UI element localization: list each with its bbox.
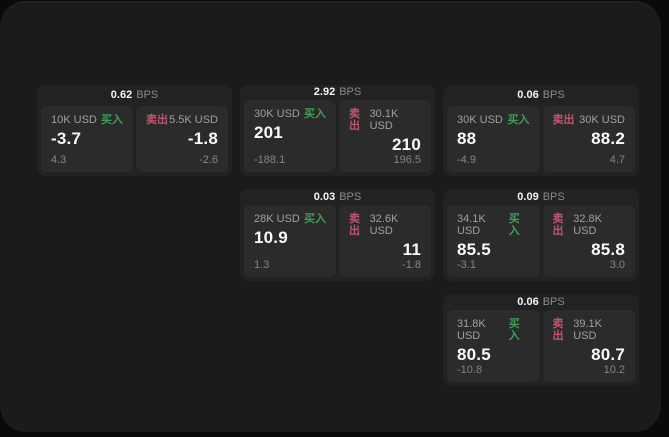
sell-panel[interactable]: 卖出 39.1K USD 80.7 10.2 bbox=[542, 310, 635, 382]
buy-price: -3.7 bbox=[51, 129, 82, 148]
sell-price: 210 bbox=[392, 135, 421, 154]
sell-side-label: 卖出 bbox=[552, 318, 564, 342]
quote-card-grid: 0.62 BPS 10K USD 买入 -3.7 4.3 卖出 5.5K USD bbox=[37, 85, 639, 386]
sell-panel[interactable]: 卖出 30.1K USD 210 196.5 bbox=[339, 100, 431, 172]
buy-panel[interactable]: 30K USD 买入 88 -4.9 bbox=[447, 106, 540, 172]
buy-sub-value: -10.8 bbox=[457, 364, 483, 376]
sell-sub-value: 3.0 bbox=[609, 259, 625, 271]
buy-size-label: 34.1K USD bbox=[457, 213, 486, 237]
buy-price: 80.5 bbox=[457, 345, 491, 364]
bps-unit-label: BPS bbox=[339, 190, 362, 203]
sell-size-label: 39.1K USD bbox=[573, 318, 602, 342]
sell-side-label: 卖出 bbox=[349, 108, 360, 132]
buy-panel[interactable]: 28K USD 买入 10.9 1.3 bbox=[244, 205, 336, 277]
sell-size-label: 32.8K USD bbox=[573, 213, 602, 237]
buy-panel[interactable]: 31.8K USD 买入 80.5 -10.8 bbox=[447, 310, 540, 382]
bps-value: 2.92 bbox=[313, 86, 336, 98]
bps-header: 2.92 BPS bbox=[240, 85, 435, 100]
sell-price: 85.8 bbox=[591, 240, 625, 259]
buy-size-label: 30K USD bbox=[457, 114, 503, 126]
buy-panel[interactable]: 34.1K USD 买入 85.5 -3.1 bbox=[447, 205, 540, 277]
bps-header: 0.09 BPS bbox=[443, 189, 639, 205]
sell-sub-value: 196.5 bbox=[393, 154, 421, 166]
bps-value: 0.62 bbox=[110, 89, 133, 101]
buy-price: 85.5 bbox=[457, 240, 491, 259]
buy-panel[interactable]: 10K USD 买入 -3.7 4.3 bbox=[41, 106, 133, 172]
buy-side-label: 买入 bbox=[508, 318, 520, 342]
bps-unit-label: BPS bbox=[136, 89, 159, 101]
buy-size-label: 30K USD bbox=[254, 108, 300, 120]
sell-size-label: 30.1K USD bbox=[369, 108, 399, 132]
buy-panel[interactable]: 30K USD 买入 201 -188.1 bbox=[244, 100, 336, 172]
buy-side-label: 买入 bbox=[101, 114, 123, 126]
bps-unit-label: BPS bbox=[339, 86, 362, 98]
sell-price: 11 bbox=[402, 240, 421, 259]
sell-price: -1.8 bbox=[187, 129, 218, 148]
buy-sub-value: -188.1 bbox=[254, 154, 286, 166]
quote-card-1: 0.62 BPS 10K USD 买入 -3.7 4.3 卖出 5.5K USD bbox=[37, 85, 232, 176]
sell-price: 80.7 bbox=[591, 345, 625, 364]
quote-card-2: 2.92 BPS 30K USD 买入 201 -188.1 卖出 30.1K … bbox=[240, 85, 435, 176]
bps-unit-label: BPS bbox=[542, 190, 565, 203]
sell-sub-value: -1.8 bbox=[402, 259, 421, 271]
sell-size-label: 32.6K USD bbox=[369, 213, 399, 237]
buy-size-label: 28K USD bbox=[254, 213, 300, 225]
buy-sub-value: 4.3 bbox=[51, 154, 67, 166]
bps-value: 0.06 bbox=[517, 295, 539, 308]
sell-panel[interactable]: 卖出 32.6K USD 11 -1.8 bbox=[339, 205, 431, 277]
sell-side-label: 卖出 bbox=[552, 114, 575, 126]
buy-price: 88 bbox=[457, 129, 477, 148]
buy-side-label: 买入 bbox=[304, 108, 326, 120]
bps-header: 0.62 BPS bbox=[37, 85, 232, 106]
bps-header: 0.06 BPS bbox=[443, 85, 639, 106]
sell-panel[interactable]: 卖出 5.5K USD -1.8 -2.6 bbox=[136, 106, 228, 172]
buy-size-label: 31.8K USD bbox=[457, 318, 486, 342]
app-window: 0.62 BPS 10K USD 买入 -3.7 4.3 卖出 5.5K USD bbox=[0, 1, 661, 432]
bps-value: 0.09 bbox=[517, 190, 539, 203]
buy-price: 201 bbox=[254, 123, 283, 142]
sell-sub-value: 4.7 bbox=[609, 154, 625, 166]
buy-size-label: 10K USD bbox=[51, 114, 97, 126]
sell-sub-value: -2.6 bbox=[199, 154, 218, 166]
quote-card-5: 0.09 BPS 34.1K USD 买入 85.5 -3.1 卖出 32.8K… bbox=[443, 189, 639, 281]
sell-price: 88.2 bbox=[591, 129, 625, 148]
bps-value: 0.06 bbox=[517, 89, 539, 101]
sell-side-label: 卖出 bbox=[349, 213, 360, 237]
buy-price: 10.9 bbox=[254, 228, 288, 247]
sell-size-label: 5.5K USD bbox=[169, 114, 218, 126]
sell-panel[interactable]: 卖出 32.8K USD 85.8 3.0 bbox=[542, 205, 635, 277]
bps-value: 0.03 bbox=[313, 190, 336, 203]
bps-header: 0.06 BPS bbox=[443, 294, 639, 310]
sell-side-label: 卖出 bbox=[552, 213, 564, 237]
buy-sub-value: -4.9 bbox=[457, 154, 476, 166]
quote-card-3: 0.06 BPS 30K USD 买入 88 -4.9 卖出 30K USD bbox=[443, 85, 639, 176]
bps-header: 0.03 BPS bbox=[240, 189, 435, 205]
buy-sub-value: -3.1 bbox=[457, 259, 476, 271]
buy-side-label: 买入 bbox=[304, 213, 326, 225]
bps-unit-label: BPS bbox=[542, 295, 565, 308]
quote-card-6: 0.06 BPS 31.8K USD 买入 80.5 -10.8 卖出 39.1… bbox=[443, 294, 639, 386]
sell-size-label: 30K USD bbox=[579, 114, 625, 126]
sell-panel[interactable]: 卖出 30K USD 88.2 4.7 bbox=[542, 106, 635, 172]
buy-side-label: 买入 bbox=[507, 114, 530, 126]
sell-side-label: 卖出 bbox=[146, 114, 168, 126]
sell-sub-value: 10.2 bbox=[603, 364, 625, 376]
buy-side-label: 买入 bbox=[508, 213, 520, 237]
quote-card-4: 0.03 BPS 28K USD 买入 10.9 1.3 卖出 32.6K US… bbox=[240, 189, 435, 281]
buy-sub-value: 1.3 bbox=[254, 259, 270, 271]
bps-unit-label: BPS bbox=[542, 89, 565, 101]
